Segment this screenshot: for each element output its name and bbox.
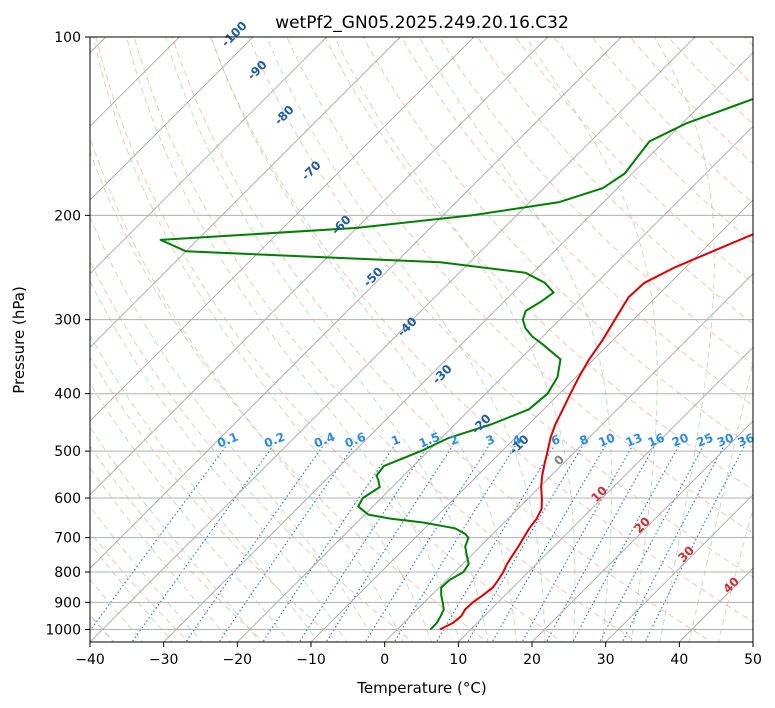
dry-adiabat-line <box>90 259 414 642</box>
mixing-ratio-line <box>599 445 704 642</box>
mixing-ratio-line <box>185 445 324 642</box>
y-tick-label: 800 <box>54 565 81 581</box>
isotherm-line <box>236 125 753 642</box>
moist-adiabat-line <box>90 215 376 642</box>
isotherm-line <box>90 37 549 496</box>
mixing-ratio-line <box>298 445 429 642</box>
y-tick-label: 500 <box>54 444 81 460</box>
dewpoint-trace <box>159 98 753 631</box>
mixing-ratio-line <box>466 445 584 642</box>
isotherm-line <box>90 37 254 201</box>
mixing-ratio-line <box>325 445 454 642</box>
mixing-ratio-line <box>393 445 516 642</box>
isotherm-line <box>90 37 401 349</box>
mixing-ratio-label: 20 <box>670 431 691 450</box>
isotherm-line <box>90 37 696 642</box>
x-tick-label: −30 <box>149 652 179 668</box>
isotherm-line <box>90 37 475 422</box>
isotherm-line <box>163 51 753 642</box>
mixing-ratio-label: 30 <box>715 431 736 450</box>
isotherm-line <box>605 493 753 642</box>
y-tick-label: 400 <box>54 387 81 403</box>
mixing-ratio-label: 25 <box>695 431 716 450</box>
y-axis-ticks: 1000 900 800 700 600 500 400 300 200 100 <box>45 30 90 638</box>
x-axis-label: Temperature (°C) <box>356 679 486 697</box>
mixing-ratio-line <box>364 445 490 642</box>
x-tick-label: 0 <box>380 652 389 668</box>
dry-adiabat-line <box>770 24 775 645</box>
isotherm-line <box>384 272 753 642</box>
y-tick-label: 300 <box>54 313 81 329</box>
y-tick-label: 100 <box>54 30 81 46</box>
y-tick-label: 900 <box>54 595 81 611</box>
y-tick-label: 200 <box>54 208 81 224</box>
plot-frame <box>89 36 754 643</box>
x-tick-label: −10 <box>296 652 326 668</box>
mixing-ratio-label: 16 <box>646 431 667 450</box>
x-tick-label: 30 <box>597 652 615 668</box>
x-tick-label: 20 <box>523 652 541 668</box>
y-tick-label: 700 <box>54 531 81 547</box>
x-axis-ticks: −40 −30 −20 −10 0 10 20 30 40 50 <box>75 642 762 668</box>
dry-adiabat-line <box>90 150 489 642</box>
temperature-trace <box>439 233 753 631</box>
mixing-ratio-line <box>572 445 680 642</box>
x-tick-label: 10 <box>449 652 467 668</box>
x-tick-label: −40 <box>75 652 105 668</box>
mixing-ratio-line <box>262 445 395 642</box>
mixing-ratio-label: 13 <box>624 431 645 450</box>
chart-title: wetPf2_GN05.2025.249.20.16.C32 <box>275 13 569 33</box>
isotherm-line <box>531 420 753 642</box>
isotherm-line <box>90 37 622 570</box>
isotherm-line <box>752 641 753 642</box>
mixing-ratio-label: 10 <box>596 431 617 450</box>
plot-background <box>90 37 753 642</box>
x-tick-label: 50 <box>744 652 762 668</box>
y-axis-label: Pressure (hPa) <box>10 286 28 394</box>
x-tick-label: −20 <box>223 652 253 668</box>
isotherm-line <box>457 346 753 642</box>
y-tick-label: 600 <box>54 491 81 507</box>
x-tick-label: 40 <box>670 652 688 668</box>
mixing-ratio-line <box>218 445 355 642</box>
sounding-traces <box>159 98 753 631</box>
mixing-ratio-label: 36 <box>736 431 757 450</box>
isotherm-line <box>310 199 753 642</box>
y-tick-label: 1000 <box>45 622 81 638</box>
skewed-isotherms <box>90 37 753 642</box>
isotherm-line <box>90 37 328 275</box>
